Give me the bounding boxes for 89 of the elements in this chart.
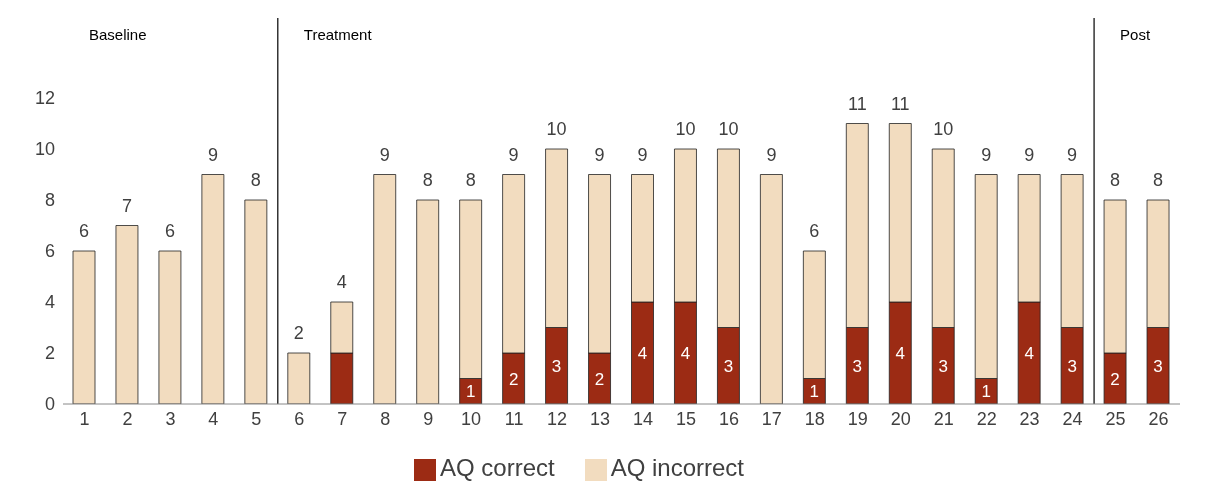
- total-label: 9: [379, 144, 390, 165]
- total-label: 7: [121, 195, 132, 216]
- data-label: 3: [938, 356, 948, 376]
- x-tick-label: 4: [208, 408, 219, 429]
- data-label: 1: [465, 382, 476, 402]
- total-label: 2: [293, 323, 304, 343]
- text: Baseline: [89, 26, 147, 43]
- data-label: 4: [637, 344, 648, 363]
- text: Post: [1120, 26, 1151, 43]
- x-tick-label: 13: [590, 408, 611, 429]
- data-label: 2: [1110, 369, 1120, 389]
- x-tick-label: 16: [718, 408, 739, 429]
- bar: [158, 250, 182, 404]
- legend-label: AQ correct: [439, 454, 555, 481]
- y-tick-label: 6: [44, 241, 55, 262]
- total-label: 8: [1110, 170, 1121, 190]
- y-tick-label: 8: [44, 190, 55, 211]
- data-label: 4: [680, 344, 691, 363]
- x-tick-label: 15: [675, 408, 696, 429]
- total-label: 8: [1153, 170, 1164, 190]
- bar: [244, 199, 268, 404]
- data-label: 2: [508, 369, 519, 389]
- x-tick-label: 7: [337, 408, 348, 429]
- y-tick-label: 12: [34, 88, 55, 109]
- total-label: 6: [809, 221, 820, 241]
- total-label: 10: [933, 119, 954, 139]
- y-tick-label: 0: [44, 394, 55, 415]
- total-label: 11: [890, 93, 910, 114]
- total-label: 6: [78, 221, 90, 241]
- text: Treatment: [303, 26, 373, 43]
- x-tick-label: 12: [547, 408, 568, 429]
- total-label: 8: [465, 170, 476, 190]
- x-tick-label: 20: [890, 408, 911, 429]
- bar: [115, 225, 139, 404]
- data-label: 2: [594, 369, 605, 389]
- total-label: 8: [250, 170, 261, 190]
- data-label: 3: [1153, 356, 1163, 376]
- total-label: 9: [1067, 144, 1078, 165]
- total-label: 4: [336, 272, 347, 292]
- y-tick-label: 10: [34, 139, 55, 160]
- x-tick-label: 10: [461, 408, 482, 429]
- bar: [72, 250, 96, 404]
- x-tick-label: 19: [847, 408, 868, 429]
- total-label: 11: [847, 93, 867, 114]
- x-tick-label: 6: [294, 408, 305, 429]
- x-tick-label: 17: [761, 408, 782, 429]
- total-label: 9: [981, 144, 992, 165]
- x-tick-label: 21: [933, 408, 954, 429]
- total-label: 10: [718, 119, 739, 139]
- total-label: 9: [766, 144, 777, 165]
- total-label: 9: [637, 144, 648, 165]
- total-label: 9: [594, 144, 605, 165]
- x-tick-label: 22: [976, 408, 997, 429]
- data-label: 3: [1067, 356, 1077, 376]
- data-label: 1: [809, 382, 820, 402]
- x-tick-label: 23: [1019, 408, 1040, 429]
- x-tick-label: 3: [165, 408, 176, 429]
- bar: [416, 199, 440, 404]
- x-tick-label: 2: [122, 408, 133, 429]
- total-label: 10: [546, 119, 567, 139]
- x-tick-label: 8: [380, 408, 391, 429]
- x-tick-label: 9: [423, 408, 434, 429]
- x-tick-label: 24: [1062, 408, 1083, 429]
- total-label: 10: [675, 119, 696, 139]
- x-tick-label: 26: [1148, 408, 1169, 429]
- bar: [201, 174, 225, 404]
- x-tick-label: 14: [632, 408, 653, 429]
- x-tick-label: 5: [251, 408, 262, 429]
- bar: [287, 352, 311, 404]
- x-tick-label: 11: [504, 408, 524, 429]
- total-label: 9: [508, 144, 519, 165]
- x-tick-label: 25: [1105, 408, 1126, 429]
- data-label: 1: [981, 382, 991, 402]
- bar: [373, 174, 397, 404]
- total-label: 9: [1024, 144, 1035, 165]
- data-label: 4: [895, 344, 905, 363]
- total-label: 6: [164, 221, 175, 241]
- data-label: 3: [551, 356, 562, 376]
- legend-label: AQ incorrect: [610, 454, 745, 481]
- total-label: 9: [207, 144, 218, 165]
- x-tick-label: 1: [79, 408, 90, 429]
- x-tick-label: 18: [804, 408, 825, 429]
- y-tick-label: 4: [44, 292, 55, 313]
- total-label: 8: [422, 170, 433, 190]
- data-label: 3: [852, 356, 863, 376]
- y-tick-label: 2: [44, 343, 55, 364]
- data-label: 3: [723, 356, 734, 376]
- data-label: 4: [1024, 344, 1034, 363]
- bar: [759, 174, 783, 404]
